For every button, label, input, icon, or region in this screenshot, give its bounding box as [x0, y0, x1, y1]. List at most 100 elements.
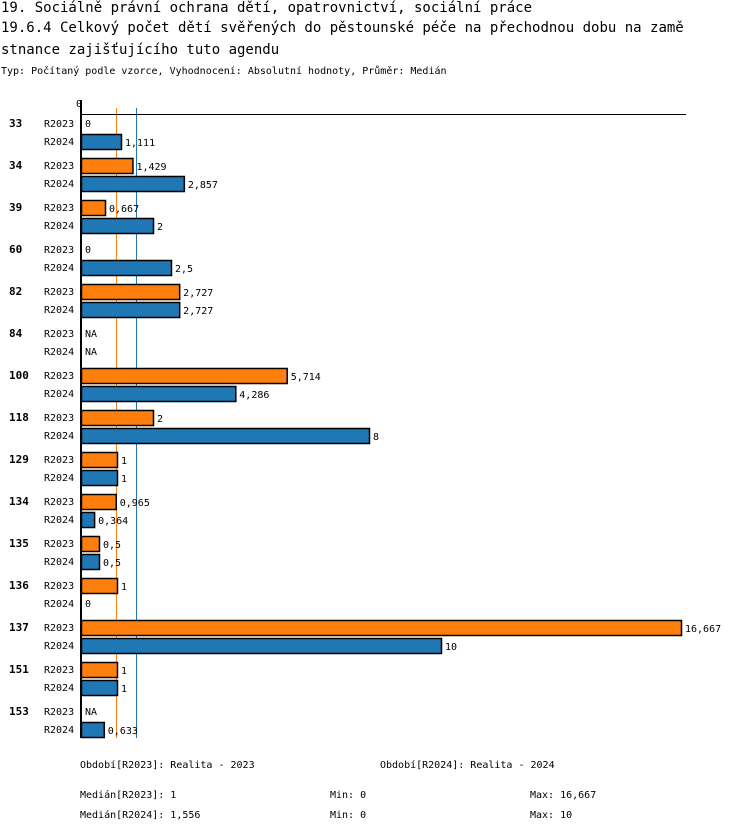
bar-r2024: [80, 217, 155, 235]
data-label: 5,714: [291, 372, 321, 383]
category-label: 34: [9, 159, 23, 172]
bar-r2023: [80, 367, 288, 385]
data-label: 1: [121, 684, 127, 695]
category-label: 39: [9, 201, 22, 214]
bar-r2024: [80, 259, 173, 277]
category-label: 153: [9, 705, 29, 718]
category-label: 134: [9, 495, 29, 508]
legend-median-r2024: Medián[R2024]: 1,556: [80, 810, 201, 821]
series-label: R2024: [44, 389, 74, 400]
category-label: 151: [9, 663, 29, 676]
category-label: 137: [9, 621, 29, 634]
chart-title-line2: stnance zajišťujícího tuto agendu: [1, 42, 280, 58]
series-label: R2023: [44, 455, 74, 466]
category-label: 129: [9, 453, 29, 466]
series-label: R2023: [44, 161, 74, 172]
bar-r2024: [80, 511, 96, 529]
bar-r2024: [80, 175, 186, 193]
bar-r2023: [80, 661, 119, 679]
series-label: R2024: [44, 305, 74, 316]
data-label: 0: [85, 119, 91, 130]
bar-r2023: [80, 157, 134, 175]
data-label: 1: [121, 666, 127, 677]
series-label: R2023: [44, 413, 74, 424]
bar-r2024: [80, 385, 237, 403]
legend-max-r2023: Max: 16,667: [530, 790, 597, 801]
bar-r2024: [80, 427, 371, 445]
series-label: R2024: [44, 557, 74, 568]
bar-r2024: [80, 133, 123, 151]
bar-r2024: [80, 721, 106, 739]
series-label: R2023: [44, 665, 74, 676]
bar-r2023: [80, 283, 181, 301]
bar-r2023: [80, 199, 107, 217]
series-label: R2023: [44, 119, 74, 130]
data-label: NA: [85, 707, 97, 718]
series-label: R2024: [44, 431, 74, 442]
bar-r2024: [80, 553, 101, 571]
category-label: 33: [9, 117, 22, 130]
data-label: 10: [445, 642, 457, 653]
series-label: R2024: [44, 347, 74, 358]
data-label: 2,857: [188, 180, 218, 191]
bar-r2023: [80, 535, 101, 553]
series-label: R2023: [44, 581, 74, 592]
bar-r2024: [80, 637, 443, 655]
data-label: NA: [85, 347, 97, 358]
series-label: R2023: [44, 245, 74, 256]
series-label: R2023: [44, 287, 74, 298]
data-label: 1,429: [136, 162, 166, 173]
series-label: R2024: [44, 137, 74, 148]
x-tick-label: 0: [76, 99, 82, 110]
legend-min-r2023: Min: 0: [330, 790, 367, 801]
data-label: 0,5: [103, 558, 121, 569]
series-label: R2024: [44, 473, 74, 484]
legend-period-r2023: Období[R2023]: Realita - 2023: [80, 760, 255, 771]
bar-r2023: [80, 619, 683, 637]
data-label: 0,5: [103, 540, 121, 551]
category-label: 84: [9, 327, 23, 340]
legend-min-r2024: Min: 0: [330, 810, 367, 821]
series-label: R2023: [44, 329, 74, 340]
category-label: 118: [9, 411, 29, 424]
data-label: 0,364: [98, 516, 128, 527]
series-label: R2023: [44, 623, 74, 634]
series-label: R2024: [44, 641, 74, 652]
chart-title-line1: 19.6.4 Celkový počet dětí svěřených do p…: [1, 20, 684, 36]
series-label: R2024: [44, 263, 74, 274]
data-label: 1,111: [125, 138, 155, 149]
data-label: 2,5: [175, 264, 193, 275]
data-label: 0: [85, 245, 91, 256]
data-label: 0,965: [120, 498, 150, 509]
series-label: R2023: [44, 203, 74, 214]
chart-section-title: 19. Sociálně právní ochrana dětí, opatro…: [1, 0, 533, 16]
series-label: R2024: [44, 599, 74, 610]
data-label: 1: [121, 582, 127, 593]
chart-subtitle: Typ: Počítaný podle vzorce, Vyhodnocení:…: [1, 66, 447, 77]
legend-median-r2023: Medián[R2023]: 1: [80, 790, 177, 801]
data-label: 2,727: [183, 306, 213, 317]
legend-max-r2024: Max: 10: [530, 810, 573, 821]
data-label: 1: [121, 474, 127, 485]
bar-r2023: [80, 493, 117, 511]
bar-r2024: [80, 679, 119, 697]
data-label: 0,667: [109, 204, 139, 215]
series-label: R2024: [44, 221, 74, 232]
category-label: 82: [9, 285, 22, 298]
series-label: R2023: [44, 539, 74, 550]
bar-r2023: [80, 577, 119, 595]
data-label: 8: [373, 432, 379, 443]
series-label: R2024: [44, 179, 74, 190]
data-label: 1: [121, 456, 127, 467]
series-label: R2023: [44, 497, 74, 508]
series-label: R2024: [44, 515, 74, 526]
series-label: R2023: [44, 707, 74, 718]
data-label: 16,667: [685, 624, 721, 635]
bar-r2024: [80, 301, 181, 319]
data-label: 4,286: [239, 390, 269, 401]
bar-r2023: [80, 451, 119, 469]
bar-r2023: [80, 409, 155, 427]
category-label: 60: [9, 243, 22, 256]
bar-r2024: [80, 469, 119, 487]
